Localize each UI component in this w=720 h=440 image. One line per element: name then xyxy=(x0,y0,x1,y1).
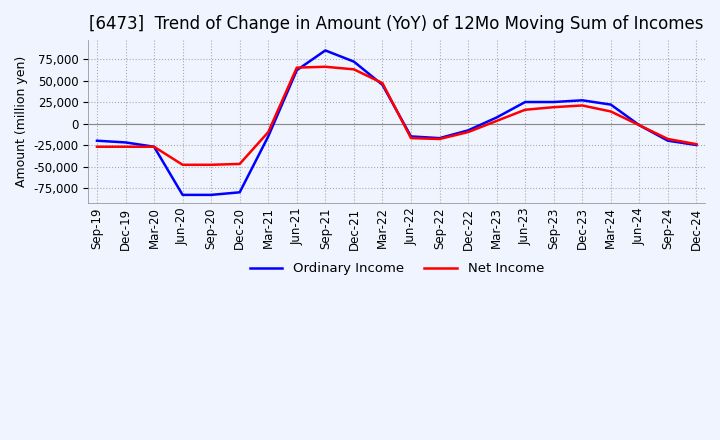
Net Income xyxy=(664,136,672,142)
Ordinary Income xyxy=(378,82,387,88)
Net Income xyxy=(521,107,529,112)
Ordinary Income xyxy=(407,134,415,139)
Net Income xyxy=(121,144,130,149)
Net Income xyxy=(578,103,587,108)
Net Income xyxy=(464,129,472,135)
Ordinary Income xyxy=(350,59,359,64)
Net Income xyxy=(235,161,244,167)
Ordinary Income xyxy=(321,48,330,53)
Net Income xyxy=(549,105,558,110)
Ordinary Income xyxy=(93,138,102,143)
Ordinary Income xyxy=(692,143,701,148)
Net Income xyxy=(264,129,273,135)
Ordinary Income xyxy=(664,138,672,143)
Ordinary Income xyxy=(121,140,130,145)
Y-axis label: Amount (million yen): Amount (million yen) xyxy=(15,56,28,187)
Net Income xyxy=(321,64,330,70)
Ordinary Income xyxy=(435,136,444,141)
Title: [6473]  Trend of Change in Amount (YoY) of 12Mo Moving Sum of Incomes: [6473] Trend of Change in Amount (YoY) o… xyxy=(89,15,704,33)
Net Income xyxy=(350,67,359,72)
Line: Net Income: Net Income xyxy=(97,67,696,165)
Ordinary Income xyxy=(549,99,558,105)
Net Income xyxy=(378,81,387,86)
Net Income xyxy=(407,136,415,141)
Net Income xyxy=(292,65,301,70)
Ordinary Income xyxy=(464,128,472,133)
Legend: Ordinary Income, Net Income: Ordinary Income, Net Income xyxy=(244,257,549,281)
Ordinary Income xyxy=(606,102,615,107)
Ordinary Income xyxy=(292,68,301,73)
Net Income xyxy=(692,142,701,147)
Ordinary Income xyxy=(264,134,273,139)
Ordinary Income xyxy=(150,144,158,149)
Net Income xyxy=(179,162,187,168)
Net Income xyxy=(93,144,102,149)
Net Income xyxy=(435,136,444,142)
Net Income xyxy=(150,144,158,149)
Net Income xyxy=(635,123,644,128)
Ordinary Income xyxy=(492,115,501,120)
Ordinary Income xyxy=(521,99,529,105)
Net Income xyxy=(207,162,215,168)
Ordinary Income xyxy=(578,98,587,103)
Ordinary Income xyxy=(235,190,244,195)
Ordinary Income xyxy=(635,123,644,128)
Net Income xyxy=(606,109,615,114)
Ordinary Income xyxy=(207,192,215,198)
Line: Ordinary Income: Ordinary Income xyxy=(97,51,696,195)
Net Income xyxy=(492,118,501,124)
Ordinary Income xyxy=(179,192,187,198)
